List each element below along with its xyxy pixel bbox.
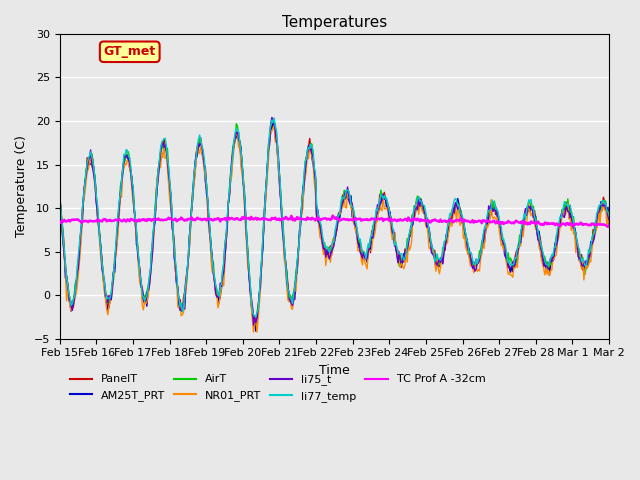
Text: GT_met: GT_met xyxy=(104,45,156,58)
X-axis label: Time: Time xyxy=(319,364,350,377)
Y-axis label: Temperature (C): Temperature (C) xyxy=(15,135,28,237)
Legend: PanelT, AM25T_PRT, AirT, NR01_PRT, li75_t, li77_temp, TC Prof A -32cm: PanelT, AM25T_PRT, AirT, NR01_PRT, li75_… xyxy=(65,370,490,406)
Title: Temperatures: Temperatures xyxy=(282,15,387,30)
